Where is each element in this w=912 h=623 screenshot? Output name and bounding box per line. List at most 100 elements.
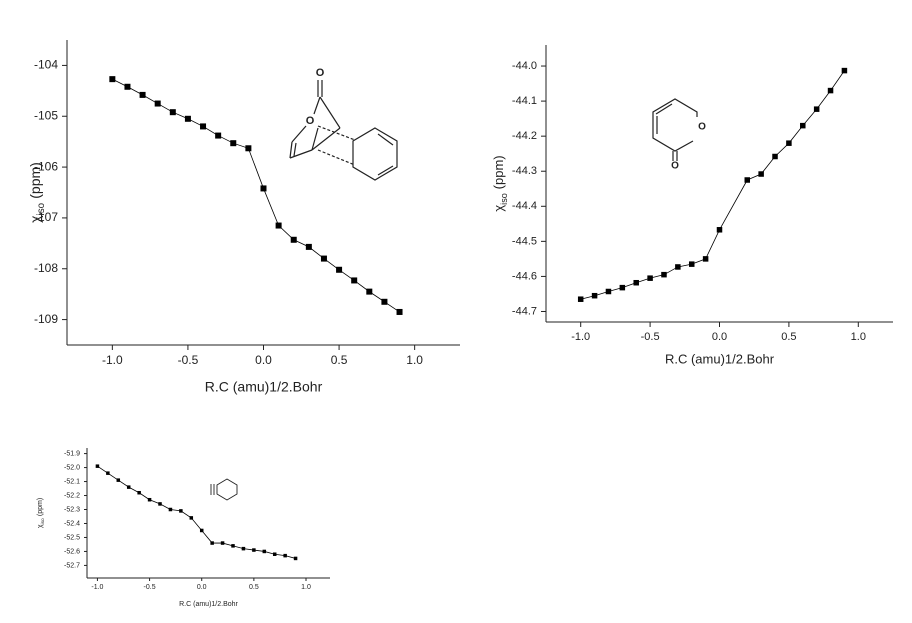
y-axis-label: χiso (ppm): [491, 155, 509, 211]
x-tick-label: 0.0: [712, 331, 727, 343]
y-tick-label: -44.4: [512, 200, 537, 212]
y-label-unit: (ppm): [27, 162, 43, 199]
y-label-subscript: iso: [36, 202, 47, 215]
data-point: [260, 185, 267, 192]
x-axis-label: R.C (amu)1/2.Bohr: [205, 379, 323, 395]
y-tick-label: -52.1: [64, 478, 80, 485]
data-point: [147, 497, 152, 502]
y-tick-label: -104: [34, 58, 58, 72]
y-label-subscript: iso: [499, 193, 509, 205]
data-point: [275, 222, 282, 229]
data-point: [262, 549, 267, 554]
y-label-symbol: χ: [37, 524, 44, 528]
x-tick-label: 0.5: [781, 331, 796, 343]
data-point: [95, 464, 100, 468]
data-point: [293, 556, 298, 561]
data-point: [179, 509, 183, 513]
data-point: [199, 528, 204, 533]
data-point: [619, 284, 626, 291]
data-point: [396, 308, 403, 315]
molecule-1: [289, 80, 398, 181]
y-label-unit: (ppm): [491, 155, 506, 189]
data-point: [841, 67, 848, 74]
y-label-symbol: χ: [491, 205, 506, 212]
data-point: [647, 275, 653, 281]
data-point: [215, 132, 222, 139]
data-point: [577, 296, 584, 302]
x-tick-label: 0.0: [197, 584, 207, 591]
data-point: [336, 266, 343, 273]
data-point: [366, 288, 373, 295]
x-tick-label: 1.0: [851, 331, 866, 343]
x-tick-label: -0.5: [641, 331, 660, 343]
data-point: [109, 76, 116, 83]
data-point: [230, 140, 237, 147]
data-point: [381, 298, 388, 305]
data-point: [758, 171, 764, 177]
data-point: [245, 145, 252, 152]
y-tick-label: -44.2: [512, 130, 537, 142]
data-point: [351, 277, 358, 284]
molecule-3: [210, 478, 238, 501]
x-tick-label: 1.0: [301, 584, 311, 591]
x-tick-label: -0.5: [178, 353, 199, 367]
data-point: [688, 261, 695, 267]
data-point: [320, 255, 327, 262]
data-point: [231, 544, 235, 548]
data-point: [184, 115, 191, 122]
data-point: [633, 279, 639, 286]
data-point: [158, 502, 162, 506]
data-point: [702, 256, 709, 262]
y-tick-label: -107: [34, 210, 58, 224]
y-tick-label: -44.7: [512, 305, 537, 317]
data-point: [139, 91, 146, 98]
data-point: [716, 227, 723, 233]
y-axis-label: χiso (ppm): [37, 498, 46, 528]
y-label-symbol: χ: [27, 215, 43, 223]
data-point: [827, 87, 834, 94]
y-tick-label: -106: [34, 159, 58, 173]
y-tick-label: -109: [34, 312, 58, 326]
y-tick-label: -44.1: [512, 95, 537, 107]
data-point: [290, 236, 297, 243]
data-point: [813, 106, 820, 112]
data-point: [168, 507, 173, 512]
x-tick-label: 0.5: [331, 353, 348, 367]
data-point: [772, 153, 778, 160]
y-tick-label: -52.2: [64, 492, 80, 499]
y-tick-label: -108: [34, 261, 58, 275]
x-tick-label: 0.5: [249, 584, 259, 591]
y-tick-label: -44.0: [512, 60, 537, 72]
atom-label: O: [671, 161, 679, 172]
x-tick-label: -1.0: [571, 331, 590, 343]
data-point: [252, 548, 256, 552]
y-tick-label: -51.9: [64, 450, 80, 457]
x-axis-label: R.C (amu)1/2.Bohr: [179, 601, 238, 608]
data-point: [154, 100, 161, 107]
molecule-2: [652, 98, 698, 161]
x-tick-label: -1.0: [102, 353, 123, 367]
x-tick-label: 1.0: [406, 353, 423, 367]
y-tick-label: -44.6: [512, 270, 537, 282]
data-point: [189, 516, 194, 520]
x-tick-label: 0.0: [255, 353, 272, 367]
data-point: [210, 541, 214, 545]
data-point: [126, 485, 131, 489]
data-point: [305, 243, 312, 250]
y-tick-label: -52.0: [64, 464, 80, 471]
y-label-subscript: iso: [40, 518, 46, 525]
data-point: [591, 292, 598, 299]
data-point: [605, 288, 612, 295]
data-point: [106, 471, 110, 475]
data-point: [272, 552, 277, 556]
y-tick-label: -52.6: [64, 548, 80, 555]
y-tick-label: -52.5: [64, 534, 80, 541]
data-point: [786, 140, 792, 146]
y-axis-label: χiso (ppm): [27, 162, 47, 223]
y-tick-label: -52.3: [64, 506, 80, 513]
y-tick-label: -52.4: [64, 520, 80, 527]
y-tick-label: -52.7: [64, 562, 80, 569]
data-point: [241, 546, 246, 551]
